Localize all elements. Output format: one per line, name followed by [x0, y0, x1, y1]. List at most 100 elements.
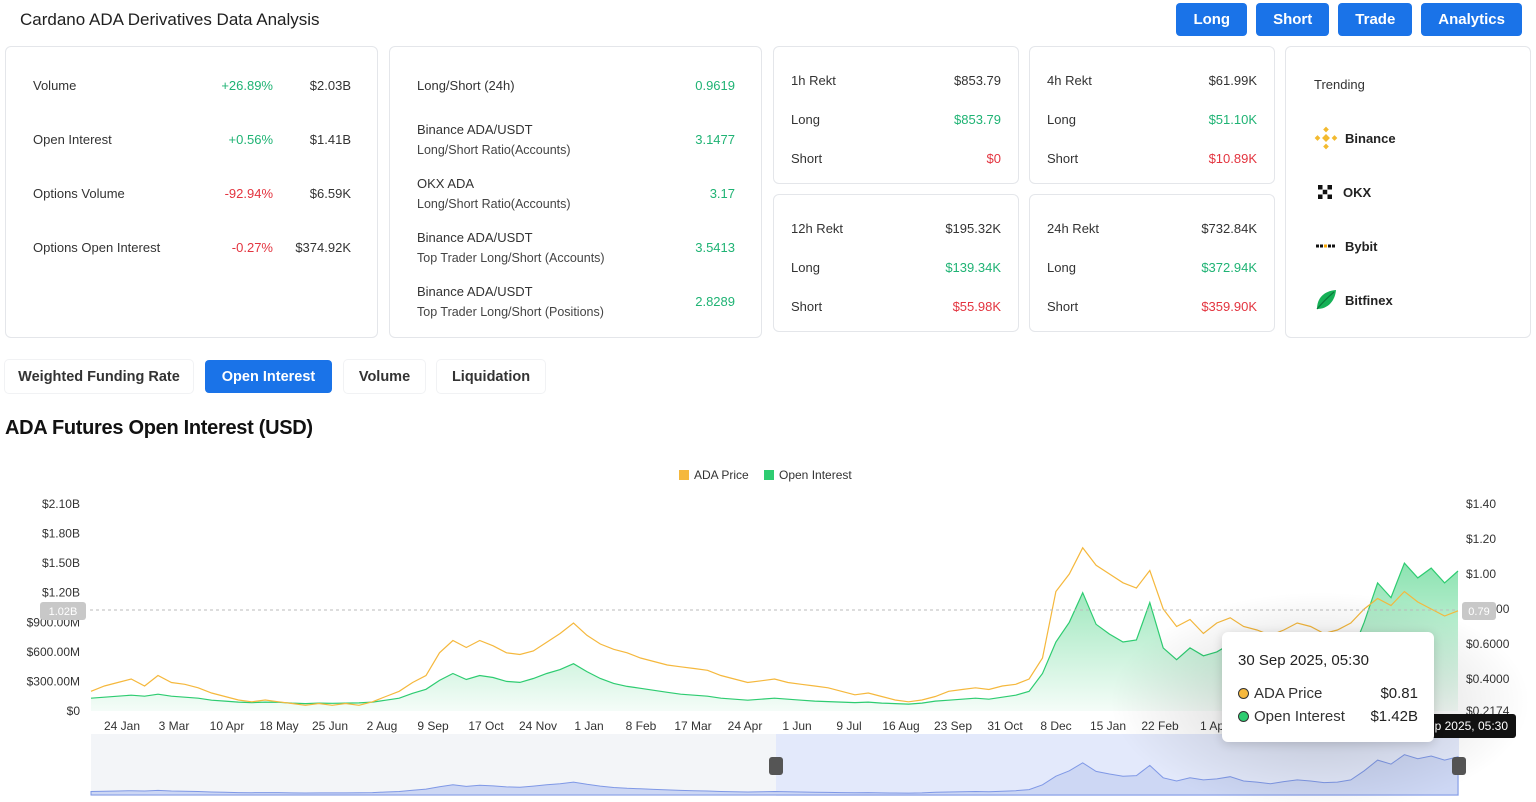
rekt-short-value: $0 [986, 151, 1001, 166]
x-tick-label: 17 Mar [674, 719, 711, 733]
stat-change-open-interest: +0.56% [228, 132, 273, 147]
x-tick-label: 24 Nov [519, 719, 557, 733]
trending-label: Binance [1345, 130, 1396, 146]
ratio-label: OKX ADA [417, 176, 475, 191]
y-left-tick-label: $1.50B [42, 556, 80, 570]
rekt-title: 24h Rekt [1047, 221, 1100, 236]
top-button-group: Long Short Trade Analytics [1176, 3, 1522, 36]
rekt-short-label: Short [791, 151, 823, 166]
rekt-short-label: Short [1047, 299, 1079, 314]
x-crosshair-label-box: 30 Sep 2025, 05:30 [1426, 714, 1516, 738]
x-tick-label: 16 Aug [882, 719, 919, 733]
legend-swatch-price [679, 470, 689, 480]
open-interest-area [91, 563, 1458, 711]
rekt-long-value: $372.94K [1201, 260, 1257, 275]
rekt-total: $853.79 [954, 73, 1001, 88]
ratio-label: Binance ADA/USDT [417, 284, 533, 299]
rekt-long-label: Long [1047, 260, 1076, 275]
trending-item-bybit[interactable]: Bybit [1314, 235, 1378, 257]
rekt-short-value: $359.90K [1201, 299, 1257, 314]
stat-value-volume: $2.03B [309, 78, 351, 93]
x-tick-label: 1 Jan [574, 719, 603, 733]
long-short-ratio-card: Long/Short (24h) 0.9619 Binance ADA/USDT… [389, 46, 762, 338]
rekt-long-label: Long [1047, 112, 1076, 127]
y-left-tick-label: $600.00M [27, 645, 80, 659]
stat-label-volume: Volume [33, 78, 77, 93]
trending-item-okx[interactable]: OKX [1314, 181, 1371, 203]
chart-section-title: ADA Futures Open Interest (USD) [5, 417, 313, 439]
navigator-handle-left[interactable] [769, 757, 783, 775]
trending-item-binance[interactable]: Binance [1314, 126, 1396, 150]
trending-title: Trending [1314, 77, 1365, 92]
crosshair-left-label: 1.02B [49, 606, 78, 618]
page-title: Cardano ADA Derivatives Data Analysis [20, 10, 320, 29]
x-crosshair-badge [1426, 714, 1516, 738]
tooltip-label-oi: Open Interest [1254, 708, 1345, 725]
rekt-long-value: $853.79 [954, 112, 1001, 127]
open-interest-chart[interactable]: ADA Price Open Interest $0 $300.00M $600.0… [0, 452, 1536, 802]
rekt-card-12h: 12h Rekt $195.32K Long $139.34K Short $5… [773, 194, 1019, 332]
ratio-value: 3.1477 [695, 132, 735, 147]
x-tick-label: 31 Oct [987, 719, 1023, 733]
stat-value-options-volume: $6.59K [309, 186, 351, 201]
rekt-long-label: Long [791, 260, 820, 275]
stat-change-volume: +26.89% [221, 78, 273, 93]
stat-change-options-open-interest: -0.27% [231, 240, 273, 255]
rekt-long-value: $139.34K [945, 260, 1001, 275]
ratio-sublabel: Long/Short Ratio(Accounts) [417, 143, 571, 157]
ratio-sublabel: Top Trader Long/Short (Positions) [417, 305, 604, 319]
ratio-label: Binance ADA/USDT [417, 230, 533, 245]
x-tick-label: 23 Sep [934, 719, 972, 733]
trade-button[interactable]: Trade [1338, 3, 1413, 36]
ratio-value: 3.5413 [695, 240, 735, 255]
market-stats-card: Volume +26.89% $2.03B Open Interest +0.5… [5, 46, 378, 338]
rekt-title: 4h Rekt [1047, 73, 1092, 88]
rekt-title: 12h Rekt [791, 221, 844, 236]
ratio-sublabel: Top Trader Long/Short (Accounts) [417, 251, 605, 265]
tab-open-interest[interactable]: Open Interest [205, 360, 332, 393]
trending-label: Bybit [1345, 238, 1378, 254]
x-tick-label: 18 May [259, 719, 298, 733]
x-tick-label: 10 Apr [210, 719, 245, 733]
crosshair-right-label: 0.79 [1468, 606, 1489, 618]
x-tick-label: 25 Jun [312, 719, 348, 733]
ratio-value: 2.8289 [695, 294, 735, 309]
tab-liquidation[interactable]: Liquidation [437, 360, 545, 393]
x-tick-label: 24 Apr [728, 719, 763, 733]
tab-weighted-funding-rate[interactable]: Weighted Funding Rate [5, 360, 193, 393]
x-tick-label: 3 Mar [159, 719, 190, 733]
rekt-title: 1h Rekt [791, 73, 836, 88]
chart-tooltip: 30 Sep 2025, 05:30 ADA Price $0.81 Open … [1222, 632, 1434, 742]
y-left-tick-label: $1.20B [42, 586, 80, 600]
stat-label-open-interest: Open Interest [33, 132, 112, 147]
y-right-tick-label: $1.00 [1466, 567, 1496, 581]
trending-label: Bitfinex [1345, 292, 1393, 308]
y-left-tick-label: $1.80B [42, 527, 80, 541]
crosshair-left-badge [40, 602, 86, 620]
rekt-long-label: Long [791, 112, 820, 127]
binance-icon [1314, 126, 1338, 150]
ratio-label: Binance ADA/USDT [417, 122, 533, 137]
tooltip-label-price: ADA Price [1254, 685, 1323, 702]
long-button[interactable]: Long [1176, 3, 1248, 36]
y-left-tick-label: $2.10B [42, 497, 80, 511]
rekt-total: $195.32K [945, 221, 1001, 236]
x-tick-label: 8 Dec [1040, 719, 1071, 733]
legend-label-price: ADA Price [694, 468, 749, 482]
stat-value-options-open-interest: $374.92K [295, 240, 351, 255]
short-button[interactable]: Short [1256, 3, 1330, 36]
analytics-button[interactable]: Analytics [1421, 3, 1522, 36]
tooltip-value-oi: $1.42B [1370, 708, 1418, 725]
bitfinex-icon [1316, 290, 1336, 310]
x-tick-label: 8 Feb [626, 719, 657, 733]
x-axis: 24 Jan 3 Mar 10 Apr 18 May 25 Jun 2 Aug 9 Sep 1… [104, 719, 1224, 733]
trending-label: OKX [1343, 184, 1372, 200]
rekt-short-label: Short [791, 299, 823, 314]
okx-icon [1318, 185, 1332, 199]
rekt-long-value: $51.10K [1208, 112, 1257, 127]
rekt-total: $61.99K [1208, 73, 1257, 88]
trending-item-bitfinex[interactable]: Bitfinex [1314, 288, 1393, 312]
y-left-tick-label: $300.00M [27, 674, 80, 688]
tab-volume[interactable]: Volume [344, 360, 425, 393]
rekt-card-24h: 24h Rekt $732.84K Long $372.94K Short $3… [1029, 194, 1275, 332]
